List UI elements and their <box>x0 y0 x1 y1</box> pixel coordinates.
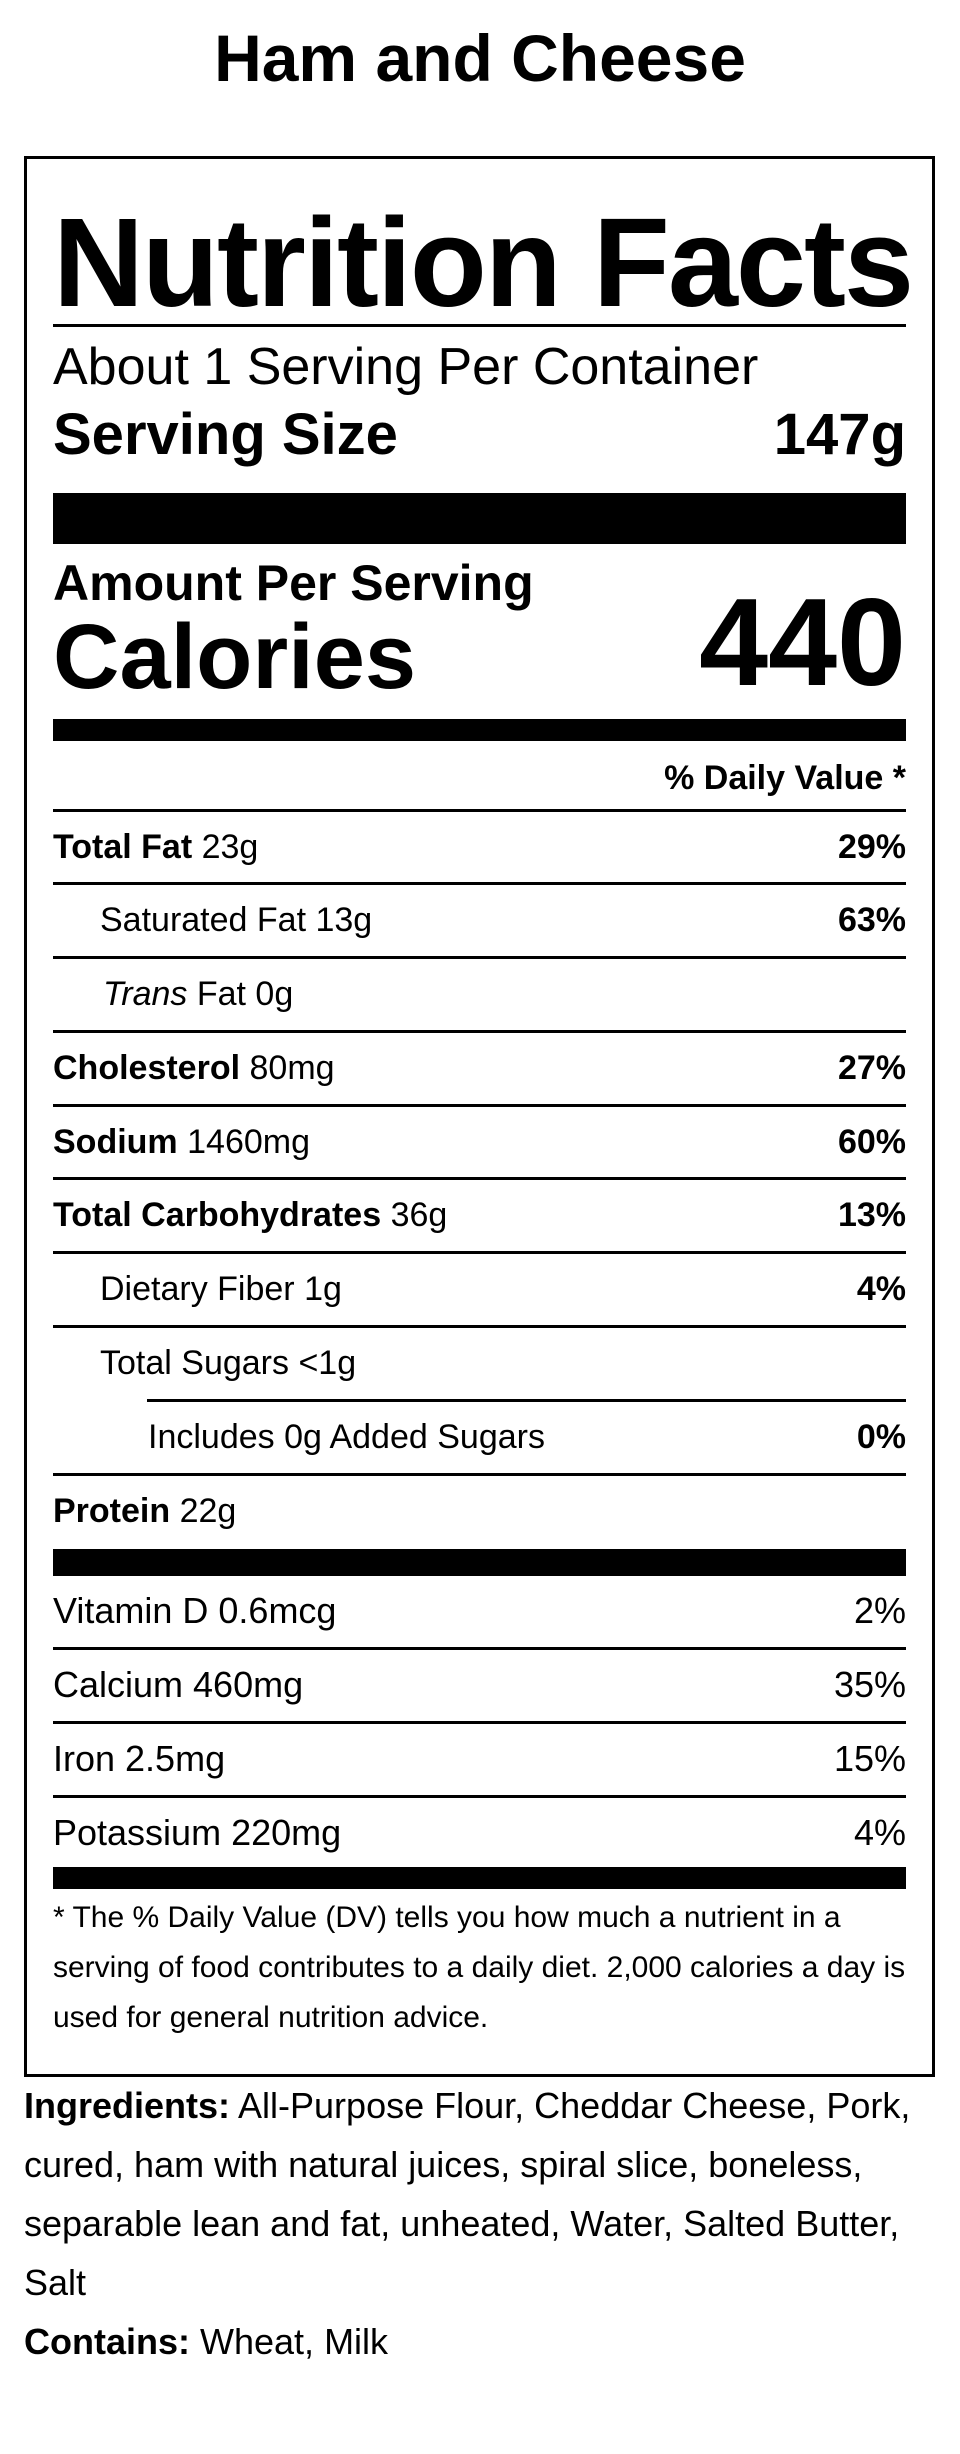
nutrient-dv: 60% <box>837 1123 906 1161</box>
divider-thin <box>53 956 906 959</box>
nutrient-label: Trans Fat 0g <box>103 975 294 1013</box>
vitamin-row-calcium: Calcium 460mg 35% <box>53 1650 906 1720</box>
nutrient-row-total-fat: Total Fat 23g 29% <box>53 812 906 882</box>
nutrient-label: Dietary Fiber 1g <box>100 1270 342 1308</box>
nutrient-dv: 0% <box>856 1418 906 1456</box>
divider-thick <box>53 493 906 544</box>
divider-thin <box>53 1473 906 1476</box>
daily-value-header: % Daily Value * <box>664 759 906 797</box>
ingredients-label: Ingredients: <box>24 2085 231 2126</box>
amount-per-serving: Amount Per Serving <box>53 555 534 611</box>
nutrient-dv: 29% <box>837 828 906 866</box>
nutrient-label: Protein 22g <box>53 1492 237 1530</box>
divider-medium <box>53 719 906 741</box>
vitamin-label: Vitamin D 0.6mcg <box>53 1590 337 1631</box>
nutrient-dv: 4% <box>856 1270 906 1308</box>
divider-thin <box>53 1104 906 1107</box>
divider-thin <box>53 1795 906 1798</box>
nutrient-label: Total Fat 23g <box>53 828 259 866</box>
nutrition-facts-heading: Nutrition Facts <box>53 192 914 333</box>
nutrient-label: Total Carbohydrates 36g <box>53 1196 448 1234</box>
nutrition-facts-label: Nutrition Facts About 1 Serving Per Cont… <box>24 156 935 2077</box>
nutrient-row-sodium: Sodium 1460mg 60% <box>53 1107 906 1177</box>
ingredients-statement: Ingredients: All-Purpose Flour, Cheddar … <box>24 2076 936 2312</box>
nutrient-dv: 13% <box>837 1196 906 1234</box>
vitamin-label: Iron 2.5mg <box>53 1738 226 1779</box>
divider-thin <box>53 809 906 812</box>
vitamin-dv: 35% <box>833 1664 906 1705</box>
contains-label: Contains: <box>24 2321 190 2362</box>
divider-thin-indented <box>147 1399 906 1402</box>
divider-thin <box>53 1647 906 1650</box>
vitamin-label: Potassium 220mg <box>53 1812 342 1853</box>
serving-size-value: 147g <box>773 402 906 467</box>
daily-value-footnote: * The % Daily Value (DV) tells you how m… <box>53 1901 906 2034</box>
nutrient-row-trans-fat: Trans Fat 0g <box>53 959 906 1029</box>
divider-thick <box>53 1549 906 1576</box>
serving-size-row: Serving Size 147g <box>53 401 906 469</box>
nutrient-row-saturated-fat: Saturated Fat 13g 63% <box>53 885 906 955</box>
divider-medium <box>53 1867 906 1889</box>
nutrient-row-dietary-fiber: Dietary Fiber 1g 4% <box>53 1254 906 1324</box>
vitamin-row-potassium: Potassium 220mg 4% <box>53 1798 906 1868</box>
contains-text: Wheat, Milk <box>200 2321 389 2362</box>
nutrient-row-total-carbohydrates: Total Carbohydrates 36g 13% <box>53 1180 906 1250</box>
nutrient-dv: 27% <box>837 1049 906 1087</box>
divider-thin <box>53 1251 906 1254</box>
divider-thin <box>53 324 906 327</box>
nutrient-label: Saturated Fat 13g <box>100 901 373 939</box>
product-title: Ham and Cheese <box>214 21 746 95</box>
vitamin-row-vitamin-d: Vitamin D 0.6mcg 2% <box>53 1576 906 1646</box>
servings-per-container: About 1 Serving Per Container <box>53 338 759 396</box>
nutrient-row-total-sugars: Total Sugars <1g <box>53 1328 906 1398</box>
vitamin-label: Calcium 460mg <box>53 1664 304 1705</box>
calories-label: Calories <box>53 606 417 708</box>
vitamin-dv: 2% <box>853 1590 906 1631</box>
vitamin-dv: 15% <box>833 1738 906 1779</box>
nutrient-row-cholesterol: Cholesterol 80mg 27% <box>53 1033 906 1103</box>
nutrient-label: Cholesterol 80mg <box>53 1049 335 1087</box>
serving-size-label: Serving Size <box>53 402 398 467</box>
allergen-statement: Contains: Wheat, Milk <box>24 2312 936 2371</box>
nutrient-label: Sodium 1460mg <box>53 1123 310 1161</box>
vitamin-row-iron: Iron 2.5mg 15% <box>53 1724 906 1794</box>
nutrient-dv: 63% <box>837 901 906 939</box>
divider-thin <box>53 1721 906 1724</box>
divider-thin <box>53 882 906 885</box>
ingredients-text: All-Purpose Flour, Cheddar Cheese, Pork,… <box>24 2085 911 2303</box>
divider-thin <box>53 1177 906 1180</box>
nutrient-row-added-sugars: Includes 0g Added Sugars 0% <box>53 1402 906 1472</box>
vitamin-dv: 4% <box>853 1812 906 1853</box>
divider-thin <box>53 1030 906 1033</box>
divider-thin <box>53 1325 906 1328</box>
calories-value: 440 <box>699 574 906 712</box>
nutrient-label: Includes 0g Added Sugars <box>148 1418 545 1456</box>
nutrient-label: Total Sugars <1g <box>100 1344 357 1382</box>
nutrient-row-protein: Protein 22g <box>53 1476 906 1546</box>
